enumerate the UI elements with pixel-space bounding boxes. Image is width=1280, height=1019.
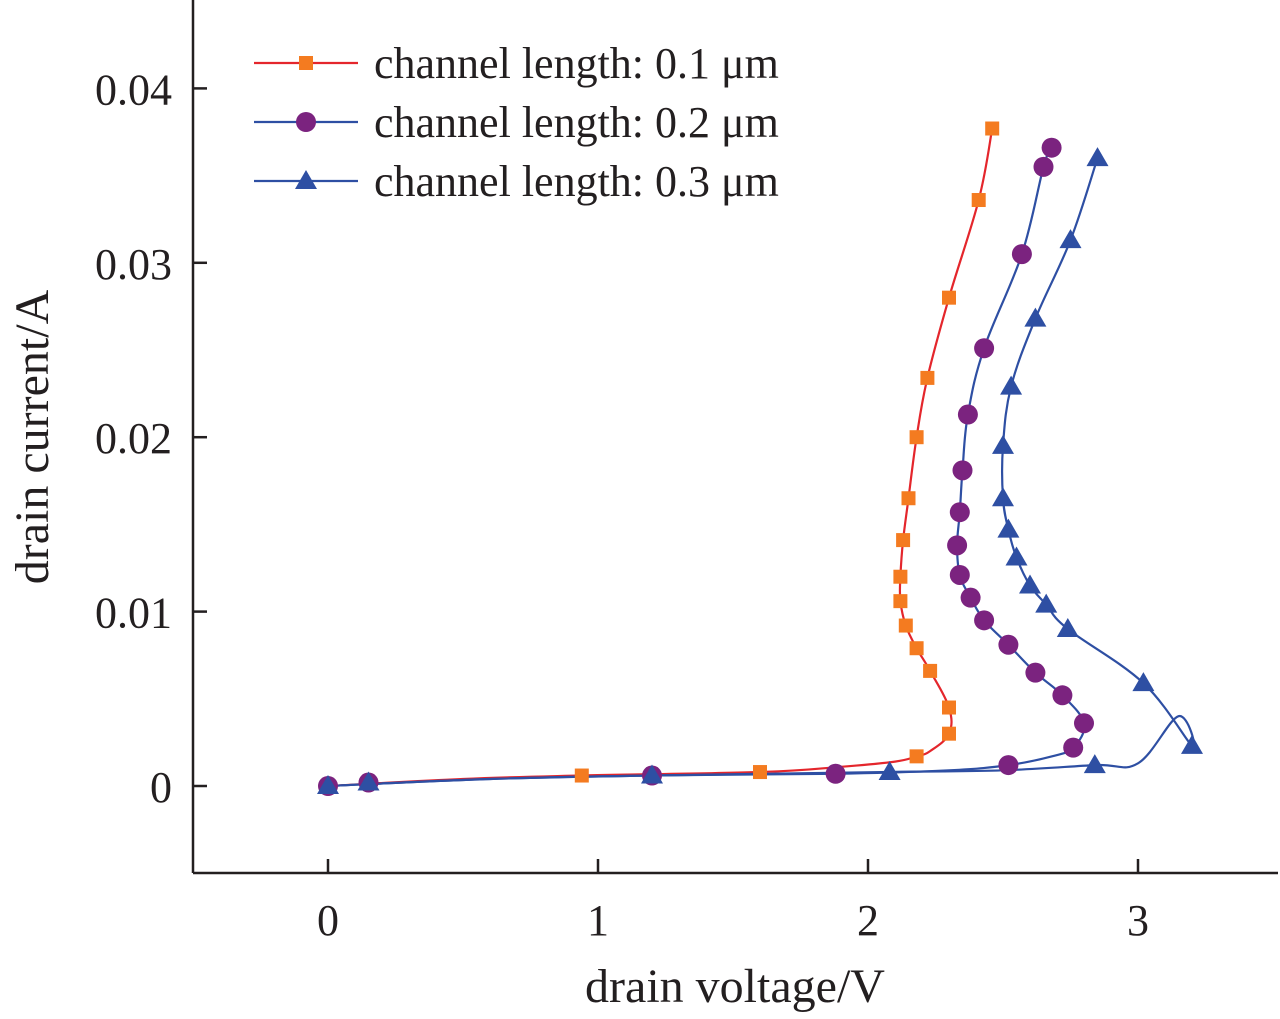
legend-label-2: channel length: 0.2 μm — [374, 98, 779, 147]
series-2-point — [1074, 713, 1094, 734]
series-2-point — [952, 460, 973, 481]
x-tick-label: 1 — [587, 896, 609, 945]
series-3-point — [317, 775, 339, 794]
series-1-point — [920, 370, 935, 385]
series-1-point — [942, 700, 956, 715]
y-axis-title: drain current/A — [6, 289, 59, 584]
series-2-point — [957, 404, 978, 425]
series-3-point — [1132, 672, 1155, 692]
x-tick-label: 0 — [317, 896, 339, 945]
series-3-point — [992, 434, 1014, 454]
series-3-point — [641, 764, 663, 784]
series-1-point — [971, 193, 986, 208]
legend: channel length: 0.1 μm channel length: 0.… — [254, 39, 779, 206]
series-1-line — [327, 128, 994, 788]
series-3-point — [1000, 375, 1023, 395]
series-3-point — [997, 518, 1020, 538]
series-1-point — [574, 768, 589, 783]
series-1-point — [942, 290, 956, 305]
series-3-point — [1035, 593, 1058, 613]
series-1-point — [901, 491, 916, 506]
series-1-point — [923, 663, 938, 678]
legend-marker-3 — [295, 170, 317, 189]
series-2-point — [1052, 685, 1073, 706]
series-2-point — [1063, 737, 1084, 758]
series-2-point — [949, 502, 970, 523]
y-tick-label: 0.04 — [95, 65, 172, 114]
series-1-point — [909, 430, 924, 445]
legend-marker-1 — [299, 56, 313, 70]
series-1-point — [942, 726, 956, 741]
series-1-point — [985, 121, 1000, 136]
series-markers — [317, 121, 1203, 796]
series-2-point — [974, 610, 995, 631]
series-3-point — [1005, 546, 1028, 566]
x-axis-title: drain voltage/V — [585, 960, 885, 1013]
series-3-point — [992, 487, 1014, 507]
y-tick-label: 0.01 — [95, 589, 172, 638]
series-3-point — [1086, 147, 1109, 167]
x-ticks: 0 1 2 3 — [317, 859, 1149, 945]
series-2-point — [1041, 137, 1062, 158]
series-3-point — [357, 771, 380, 791]
series-1-point — [893, 569, 908, 584]
x-tick-label: 3 — [1127, 896, 1149, 945]
series-2-point — [947, 535, 968, 556]
series-2-point — [1011, 244, 1032, 265]
series-2-point — [1025, 662, 1046, 683]
legend-marker-2 — [296, 112, 316, 132]
series-3-point — [878, 761, 901, 781]
series-2-point — [949, 564, 970, 585]
series-1-point — [909, 641, 924, 656]
series-3-point — [1059, 229, 1082, 249]
series-2-point — [998, 755, 1019, 776]
y-ticks: 0 0.01 0.02 0.03 0.04 — [95, 65, 207, 812]
y-tick-label: 0 — [150, 763, 172, 812]
series-3-point — [1019, 574, 1041, 594]
series-3-point — [1083, 754, 1106, 774]
series-2-point — [825, 763, 846, 784]
series-2-point — [974, 338, 995, 359]
series-1-point — [753, 765, 767, 780]
y-tick-label: 0.03 — [95, 240, 172, 289]
series-2-point — [960, 587, 981, 608]
series-3-point — [1056, 618, 1079, 638]
series-1-point — [896, 533, 911, 548]
series-1-point — [898, 618, 913, 633]
series-1-point — [909, 749, 924, 764]
legend-label-1: channel length: 0.1 μm — [374, 39, 779, 88]
series-3-point — [1024, 307, 1047, 327]
series-2-point — [1033, 156, 1054, 177]
series-1-point — [893, 594, 908, 609]
series-3-point — [1181, 734, 1203, 754]
legend-label-3: channel length: 0.3 μm — [374, 157, 779, 206]
x-tick-label: 2 — [857, 896, 879, 945]
series-2-point — [998, 634, 1019, 655]
y-tick-label: 0.02 — [95, 414, 172, 463]
